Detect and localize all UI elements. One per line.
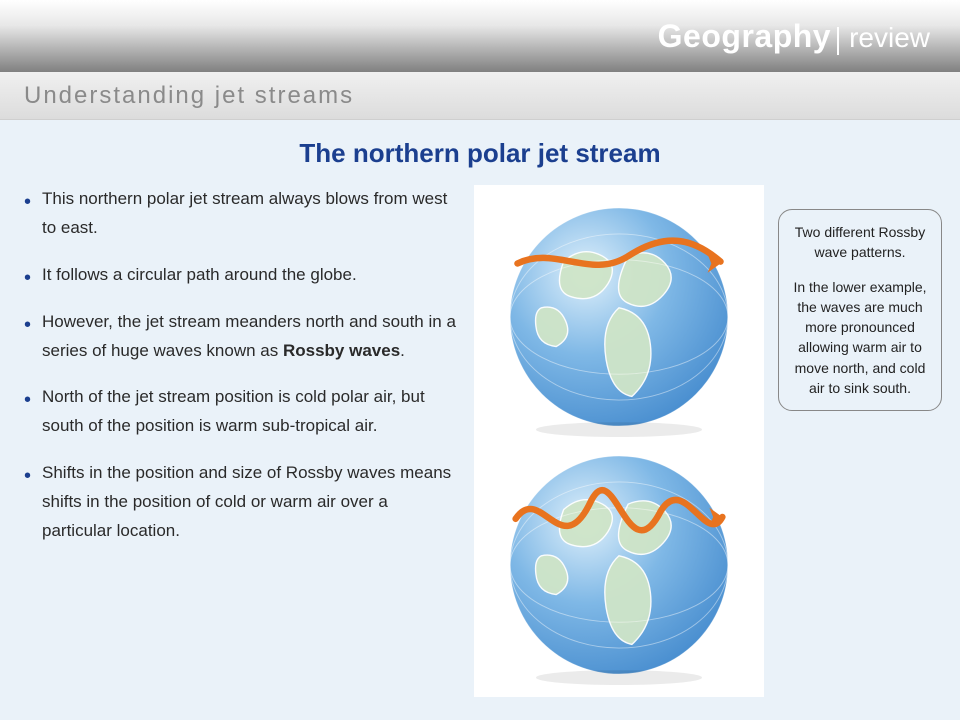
bullet-item: This northern polar jet stream always bl… (22, 185, 460, 243)
body-row: This northern polar jet stream always bl… (22, 185, 938, 697)
subtitle-bar: Understanding jet streams (0, 72, 960, 120)
callout-box: Two different Rossby wave patterns. In t… (778, 209, 942, 411)
brand-logo: Geography review (658, 18, 930, 57)
callout-line1: Two different Rossby wave patterns. (789, 222, 931, 263)
slide-title: The northern polar jet stream (22, 138, 938, 169)
bold-term: Rossby waves (283, 341, 400, 360)
brand-main: Geography (658, 18, 831, 54)
subtitle-text: Understanding jet streams (24, 82, 354, 110)
bullet-item: However, the jet stream meanders north a… (22, 308, 460, 366)
globe-top-icon (489, 197, 749, 437)
brand-divider-icon (837, 27, 839, 55)
bullet-item: It follows a circular path around the gl… (22, 261, 460, 290)
callout-line2: In the lower example, the waves are much… (789, 277, 931, 399)
slide-content: The northern polar jet stream This north… (0, 120, 960, 720)
bullet-item: North of the jet stream position is cold… (22, 383, 460, 441)
globe-bottom-icon (489, 445, 749, 685)
brand-sub: review (849, 22, 930, 53)
globes-panel (474, 185, 764, 697)
bullet-list: This northern polar jet stream always bl… (22, 185, 460, 697)
bullet-item: Shifts in the position and size of Rossb… (22, 459, 460, 546)
header-bar: Geography review (0, 0, 960, 72)
